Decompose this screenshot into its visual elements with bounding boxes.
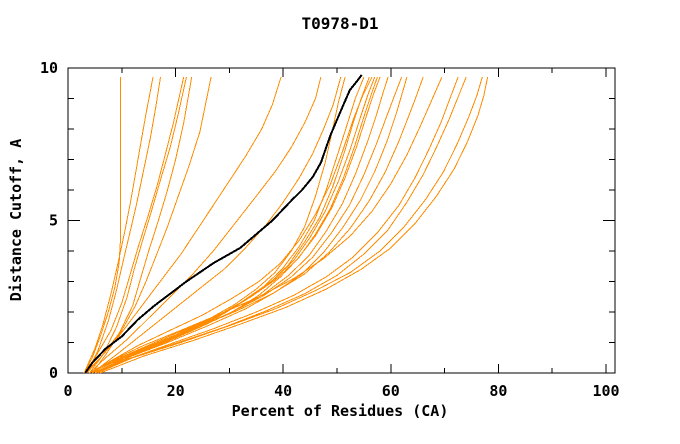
orange-curve-11: [89, 76, 346, 374]
y-tick-label: 5: [49, 212, 58, 230]
orange-curve-08: [86, 76, 282, 374]
orange-curve-07: [91, 76, 212, 374]
orange-curve-20: [94, 76, 408, 374]
orange-curve-13: [94, 76, 370, 374]
plot-frame: [67, 67, 616, 374]
x-tick-label: 60: [382, 382, 400, 400]
orange-curve-10: [91, 76, 342, 374]
orange-curve-22: [89, 76, 443, 374]
y-axis-label: Distance Cutoff, A: [7, 138, 25, 302]
x-tick-label: 40: [274, 382, 292, 400]
orange-curve-26: [100, 77, 489, 374]
x-tick-label: 100: [592, 382, 619, 400]
orange-curve-02: [83, 77, 154, 374]
orange-curve-04: [83, 76, 185, 374]
black-curve: [84, 74, 363, 374]
orange-curve-03: [86, 77, 161, 374]
orange-curve-05: [89, 76, 187, 374]
orange-curve-25: [97, 76, 483, 374]
orange-curve-18: [94, 76, 389, 374]
orange-curve-06: [84, 77, 193, 374]
orange-curve-21: [89, 76, 424, 374]
chart-title: T0978-D1: [301, 14, 379, 33]
y-tick-label: 10: [40, 59, 58, 77]
orange-curve-17: [89, 76, 381, 374]
orange-curve-23: [94, 76, 459, 374]
x-tick-label: 20: [167, 382, 185, 400]
orange-curve-16: [94, 76, 378, 374]
orange-curve-01: [83, 77, 122, 374]
orange-curve-24: [94, 76, 467, 374]
y-tick-label: 0: [49, 364, 58, 382]
orange-curve-14: [89, 76, 373, 374]
x-tick-label: 0: [63, 382, 72, 400]
orange-curve-09: [89, 76, 322, 374]
x-tick-label: 80: [489, 382, 507, 400]
x-axis-label: Percent of Residues (CA): [231, 402, 449, 420]
